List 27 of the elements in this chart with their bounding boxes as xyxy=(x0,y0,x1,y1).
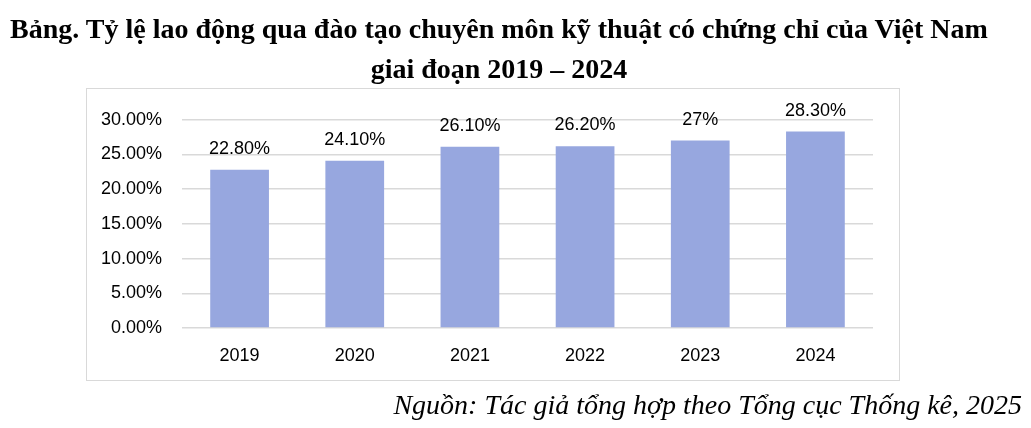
x-tick-label: 2020 xyxy=(334,344,375,365)
y-tick-label: 30.00% xyxy=(100,108,162,129)
y-tick-label: 15.00% xyxy=(100,212,162,233)
x-tick-label: 2019 xyxy=(219,344,260,365)
x-tick-label: 2023 xyxy=(680,344,721,365)
data-label: 28.30% xyxy=(784,99,846,120)
y-tick-label: 25.00% xyxy=(100,143,162,164)
text: Nguồn: Tác giả tổng hợp theo Tổng cục Thống kê, 2025 xyxy=(393,389,1022,420)
data-label: 26.10% xyxy=(439,114,501,135)
x-tick-label: 2022 xyxy=(565,344,606,365)
data-label: 24.10% xyxy=(324,128,386,149)
data-label: 26.20% xyxy=(554,114,616,135)
y-tick-label: 20.00% xyxy=(100,178,162,199)
data-label: 22.80% xyxy=(209,137,271,158)
x-tick-label: 2021 xyxy=(449,344,490,365)
bar xyxy=(555,146,615,328)
bar xyxy=(440,146,500,328)
data-label: 27% xyxy=(682,108,719,129)
bar xyxy=(210,169,269,328)
y-tick-label: 0.00% xyxy=(110,316,162,337)
y-tick-label: 5.00% xyxy=(110,282,162,303)
bar xyxy=(786,131,845,328)
chart-title: Bảng. Tỷ lệ lao động qua đào tạo chuyên môn kỹ thuật có chứng chỉ của Việt Nam giai đoạn 2019 – 2024 xyxy=(9,12,989,86)
x-tick-label: 2024 xyxy=(795,344,836,365)
bar xyxy=(670,140,730,328)
y-tick-label: 10.00% xyxy=(100,247,162,268)
bar xyxy=(325,160,385,328)
